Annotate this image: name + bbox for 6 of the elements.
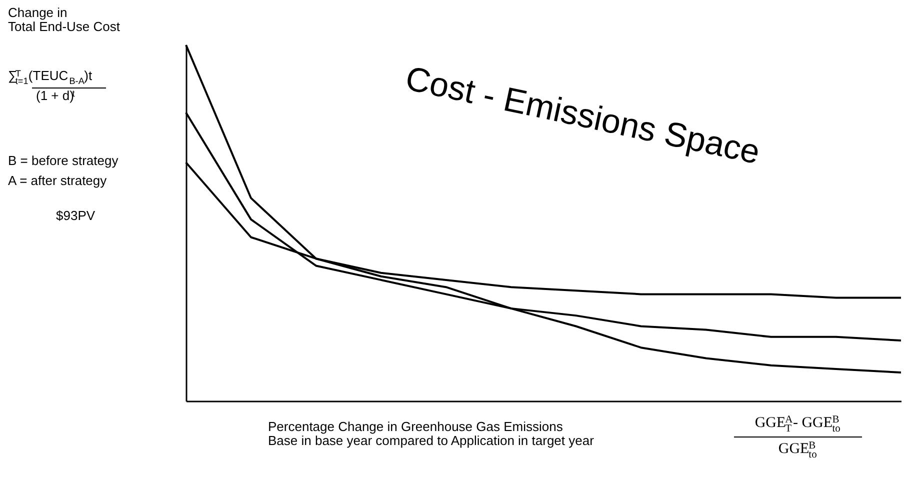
text: Change in Total End-Use Cost	[8, 5, 120, 34]
x-axis-title: Percentage Change in Greenhouse Gas Emissions Base in base year compared to Application in target year	[268, 419, 595, 448]
annotation: Cost - Emissions Space	[402, 60, 764, 172]
text: $93PV	[56, 208, 96, 223]
text: B = before strategy	[8, 153, 119, 168]
text: A = after strategy	[8, 173, 108, 188]
